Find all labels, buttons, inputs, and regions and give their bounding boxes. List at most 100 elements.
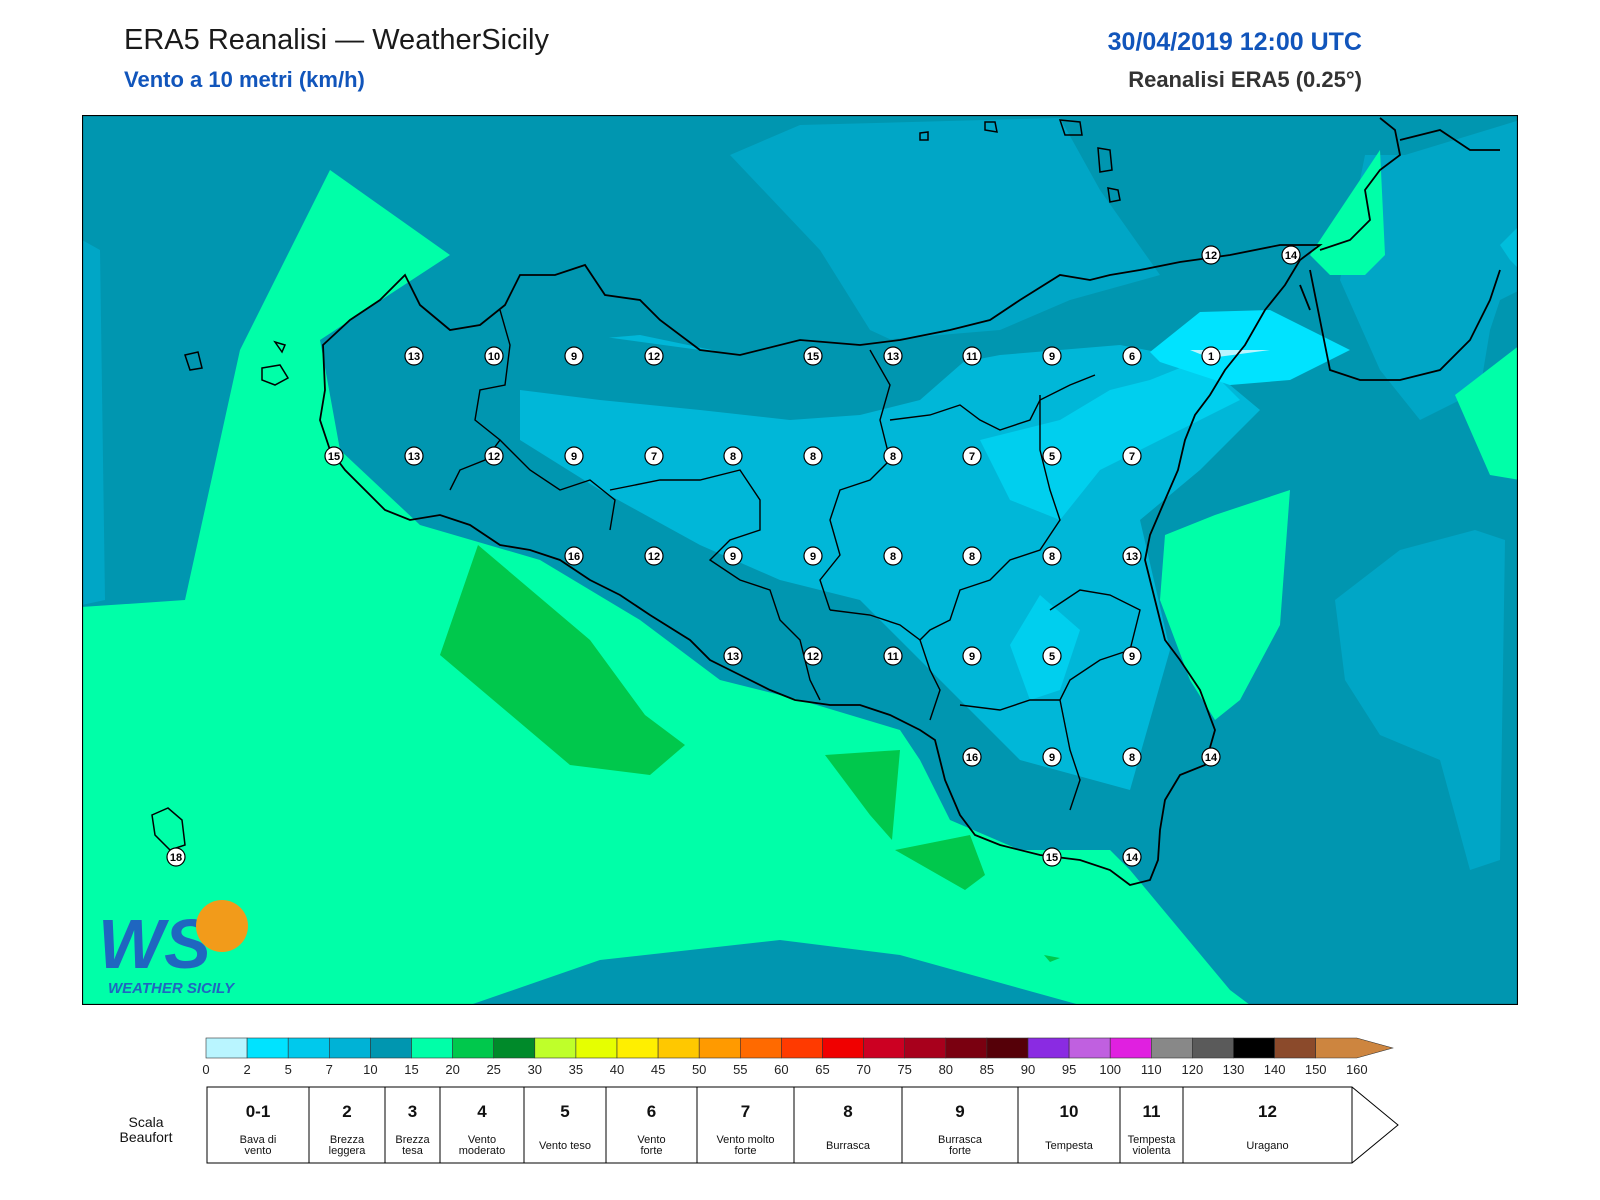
station-circle	[564, 346, 584, 366]
station-marker: 16	[564, 546, 584, 566]
station-marker: 8	[883, 546, 903, 566]
station-marker: 12	[484, 446, 504, 466]
station-circle	[404, 346, 424, 366]
island-marettimo	[184, 351, 203, 371]
station-circle	[1122, 646, 1142, 666]
colorbar-swatch	[411, 1037, 453, 1059]
station-marker: 5	[1042, 646, 1062, 666]
station-value: 8	[890, 451, 896, 463]
sea-south-band	[472, 940, 1077, 1004]
aeolian-islands	[919, 119, 1121, 203]
station-circle	[723, 546, 743, 566]
colorbar-swatch	[493, 1037, 536, 1059]
beaufort-number: 6	[647, 1102, 656, 1121]
wind-zone-25kmh-4	[1044, 955, 1060, 962]
station-value: 16	[568, 551, 580, 563]
colorbar-tick-label: 160	[1346, 1062, 1368, 1077]
station-marker: 12	[644, 346, 664, 366]
colorbar-swatch	[986, 1037, 1029, 1059]
beaufort-desc-2: vento	[245, 1145, 272, 1157]
station-marker: 12	[644, 546, 664, 566]
station-marker: 13	[883, 346, 903, 366]
station-marker: 8	[723, 446, 743, 466]
colorbar-swatch	[904, 1037, 947, 1059]
station-value: 5	[1049, 451, 1055, 463]
station-value: 8	[890, 551, 896, 563]
beaufort-number: 10	[1060, 1102, 1079, 1121]
station-circle	[564, 446, 584, 466]
station-marker: 9	[1042, 346, 1062, 366]
beaufort-desc-2: violenta	[1133, 1145, 1172, 1157]
colorbar-ticks: 0 2 5 7 10 15 20 25 30 35 40 45 50 55 60 65 70 75 80 85 90 95…	[202, 1062, 1367, 1077]
station-marker: 16	[962, 747, 982, 767]
colorbar-tick-label: 2	[243, 1062, 250, 1077]
station-circle	[1042, 747, 1062, 767]
station-value: 13	[887, 351, 899, 363]
station-value: 9	[571, 451, 577, 463]
colorbar-swatch	[1315, 1037, 1394, 1059]
beaufort-number: 4	[477, 1102, 487, 1121]
station-marker: 11	[962, 346, 982, 366]
wind-map: 13 10 9 12 15 13 11 9 6 115 13 12 9 7 8 8 8 7 5 716 12 9 9 8 8 8 1…	[82, 115, 1518, 1005]
colorbar-tick-label: 15	[404, 1062, 418, 1077]
wind-zone-25kmh-1	[440, 545, 685, 775]
station-marker: 12	[803, 646, 823, 666]
station-marker: 8	[962, 546, 982, 566]
station-circle	[1201, 346, 1221, 366]
beaufort-desc: Uragano	[1246, 1140, 1288, 1152]
colorbar-tick-label: 60	[774, 1062, 788, 1077]
beaufort-desc-2: forte	[949, 1145, 971, 1157]
beaufort-desc: Burrasca	[938, 1134, 983, 1146]
station-marker: 7	[962, 446, 982, 466]
province-border-ct-sr	[1049, 589, 1141, 811]
station-circle	[1201, 747, 1221, 767]
beaufort-number: 7	[741, 1102, 750, 1121]
weathersicily-logo: WS WEATHER SICILY	[98, 900, 248, 997]
beaufort-cell	[605, 1086, 698, 1164]
sea-light-left	[83, 240, 105, 605]
station-marker: 12	[1201, 245, 1221, 265]
beaufort-desc: Vento teso	[539, 1140, 591, 1152]
colorbar-tick-label: 7	[326, 1062, 333, 1077]
station-value: 14	[1285, 250, 1298, 262]
colorbar-tick-label: 65	[815, 1062, 829, 1077]
station-value: 9	[1129, 651, 1135, 663]
station-marker: 5	[1042, 446, 1062, 466]
station-circle	[1201, 245, 1221, 265]
wind-zone-25kmh-2	[825, 750, 900, 840]
beaufort-level: 10 Tempesta	[1017, 1086, 1121, 1164]
colorbar-tick-label: 110	[1141, 1062, 1162, 1077]
colorbar-tick-label: 5	[285, 1062, 292, 1077]
station-circle	[803, 346, 823, 366]
beaufort-desc: Vento molto	[716, 1134, 774, 1146]
station-marker: 9	[1042, 747, 1062, 767]
station-marker: 1	[1201, 346, 1221, 366]
province-border-ag-cl	[609, 469, 821, 701]
station-value: 14	[1126, 852, 1139, 864]
sea-light-northeast	[1340, 120, 1517, 420]
station-value: 8	[730, 451, 736, 463]
beaufort-desc: Vento	[637, 1134, 665, 1146]
station-marker: 15	[1042, 847, 1062, 867]
beaufort-desc: Burrasca	[826, 1140, 871, 1152]
colorbar	[205, 1037, 1394, 1059]
beaufort-label-line1: Scala	[128, 1114, 163, 1130]
beaufort-label-line2: Beaufort	[120, 1129, 173, 1145]
station-circle	[1042, 847, 1062, 867]
colorbar-tick-label: 35	[569, 1062, 583, 1077]
beaufort-cell	[1119, 1086, 1184, 1164]
station-value: 9	[810, 551, 816, 563]
beaufort-desc-2: tesa	[402, 1145, 424, 1157]
station-value: 18	[170, 852, 182, 864]
beaufort-desc: Tempesta	[1045, 1140, 1094, 1152]
beaufort-cell	[1182, 1086, 1399, 1164]
station-circle	[883, 646, 903, 666]
sea-cyan-edge	[1500, 228, 1517, 267]
beaufort-level: 5 Vento teso	[523, 1086, 607, 1164]
station-circle	[484, 446, 504, 466]
station-value: 10	[488, 351, 500, 363]
